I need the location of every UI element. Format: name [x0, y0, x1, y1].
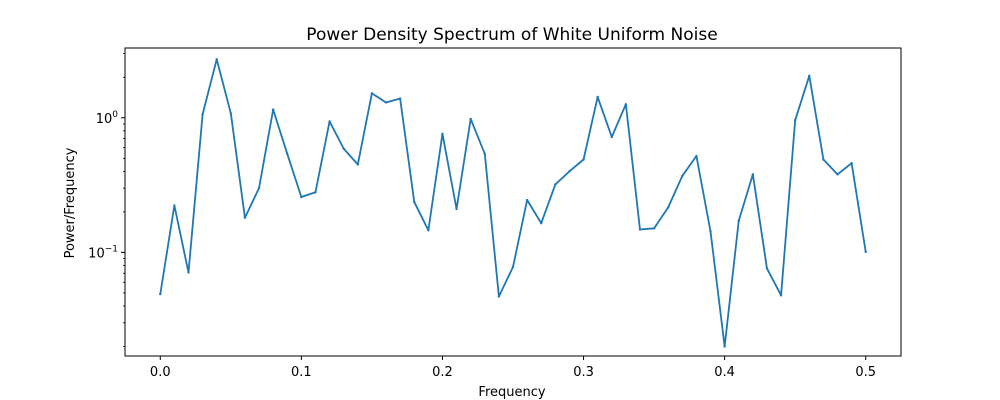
data-point: [243, 216, 247, 219]
chart-title: Power Density Spectrum of White Uniform …: [306, 25, 717, 45]
data-point: [511, 265, 515, 269]
data-point: [286, 152, 289, 156]
data-point: [667, 206, 670, 209]
data-point: [413, 200, 416, 204]
x-tick-label: 0.3: [573, 365, 594, 380]
data-point: [850, 161, 853, 165]
y-tick-label-base: 10: [88, 246, 105, 261]
data-point: [427, 229, 430, 232]
series-line: [159, 58, 867, 348]
data-point: [356, 163, 359, 166]
data-point: [328, 120, 331, 123]
x-axis-label: Frequency: [478, 385, 545, 400]
data-point: [271, 108, 275, 111]
data-point: [864, 250, 867, 254]
axes-frame: [124, 47, 902, 357]
data-point: [497, 295, 501, 298]
data-point: [779, 294, 783, 297]
data-point: [610, 135, 613, 139]
data-point: [765, 267, 769, 270]
data-point: [173, 204, 176, 207]
plot-area: [159, 58, 867, 348]
y-tick-label-exponent: −1: [105, 244, 118, 254]
x-axis: 0.0 0.1 0.2 0.3 0.4 0.5: [150, 356, 876, 380]
data-point: [695, 154, 698, 158]
x-tick-label: 0.2: [432, 365, 453, 380]
data-point: [751, 173, 755, 176]
data-point: [808, 74, 811, 78]
y-tick-label: 100: [96, 110, 119, 127]
data-point: [540, 221, 543, 225]
data-point: [469, 117, 472, 121]
data-point: [652, 227, 656, 230]
y-tick-label: 10−1: [88, 244, 118, 261]
data-point: [723, 345, 726, 348]
x-tick-label: 0.0: [150, 365, 171, 380]
data-point: [215, 58, 218, 61]
data-point: [455, 207, 458, 211]
data-point: [370, 92, 374, 95]
data-point: [483, 152, 486, 156]
x-tick-label: 0.5: [855, 365, 876, 380]
data-point: [582, 158, 585, 161]
data-point: [525, 198, 529, 202]
data-point: [384, 101, 388, 104]
data-point: [314, 191, 317, 194]
data-point: [187, 271, 190, 274]
x-tick-label: 0.1: [291, 365, 312, 380]
data-point: [398, 97, 402, 100]
x-tick-label: 0.4: [714, 365, 735, 380]
data-point: [596, 95, 599, 99]
y-axis-label: Power/Frequency: [63, 147, 78, 258]
data-point: [822, 158, 825, 161]
y-tick-label-base: 10: [96, 112, 113, 127]
data-point: [257, 186, 261, 190]
data-point: [793, 118, 797, 122]
data-point: [638, 228, 642, 231]
data-point: [300, 195, 303, 199]
data-point: [568, 170, 571, 173]
data-point: [201, 113, 204, 116]
y-tick-label-exponent: 0: [112, 110, 118, 120]
data-point: [737, 219, 740, 222]
data-point: [709, 230, 712, 233]
data-point: [229, 112, 233, 115]
data-point: [624, 103, 628, 106]
data-point: [159, 292, 162, 296]
data-point: [554, 183, 557, 186]
data-point: [342, 147, 345, 150]
data-point: [441, 132, 444, 136]
data-point: [836, 173, 839, 176]
data-point: [681, 174, 684, 178]
